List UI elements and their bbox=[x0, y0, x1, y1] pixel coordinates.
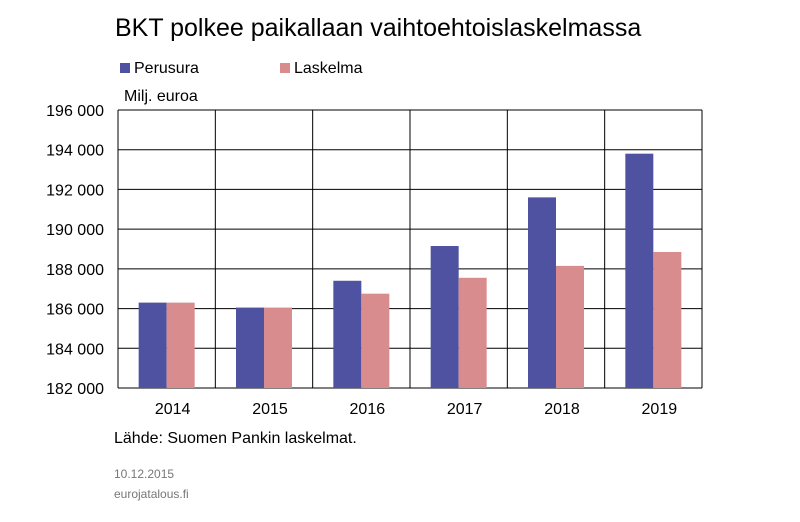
legend-label-laskelma: Laskelma bbox=[294, 60, 363, 77]
bar-perusura-2014 bbox=[138, 302, 167, 388]
legend-item-laskelma: Laskelma bbox=[280, 60, 362, 78]
y-axis-unit: Milj. euroa bbox=[124, 88, 198, 105]
bar-laskelma-2019 bbox=[653, 251, 682, 388]
bar-laskelma-2015 bbox=[264, 307, 292, 388]
x-tick-label: 2018 bbox=[544, 401, 580, 418]
bar-perusura-2019 bbox=[625, 153, 654, 388]
y-tick-label: 196 000 bbox=[46, 103, 104, 120]
chart-title: BKT polkee paikallaan vaihtoehtoislaskel… bbox=[115, 14, 642, 42]
site-name: eurojatalous.fi bbox=[114, 487, 189, 501]
bar-laskelma-2014 bbox=[166, 302, 195, 388]
bar-laskelma-2017 bbox=[458, 277, 487, 388]
legend-label-perusura: Perusura bbox=[134, 60, 199, 77]
bar-laskelma-2016 bbox=[361, 293, 390, 388]
x-tick-label: 2015 bbox=[252, 401, 288, 418]
x-tick-label: 2014 bbox=[155, 401, 191, 418]
y-tick-label: 184 000 bbox=[46, 341, 104, 358]
x-tick-label: 2016 bbox=[350, 401, 386, 418]
legend-swatch-laskelma bbox=[280, 63, 290, 73]
publish-date: 10.12.2015 bbox=[114, 467, 175, 481]
legend-swatch-perusura bbox=[120, 63, 130, 73]
y-tick-label: 190 000 bbox=[46, 222, 104, 239]
x-tick-label: 2017 bbox=[447, 401, 483, 418]
bar-perusura-2017 bbox=[430, 246, 459, 388]
bar-perusura-2018 bbox=[528, 197, 556, 388]
y-tick-label: 186 000 bbox=[46, 302, 104, 319]
x-tick-label: 2019 bbox=[642, 401, 678, 418]
source-note: Lähde: Suomen Pankin laskelmat. bbox=[114, 430, 357, 447]
y-tick-label: 182 000 bbox=[46, 381, 104, 398]
bar-laskelma-2018 bbox=[556, 265, 584, 388]
legend-item-perusura: Perusura bbox=[120, 60, 199, 78]
y-tick-label: 192 000 bbox=[46, 182, 104, 199]
y-tick-label: 188 000 bbox=[46, 262, 104, 279]
bar-perusura-2015 bbox=[236, 307, 264, 388]
bar-perusura-2016 bbox=[333, 280, 362, 388]
y-tick-label: 194 000 bbox=[46, 143, 104, 160]
